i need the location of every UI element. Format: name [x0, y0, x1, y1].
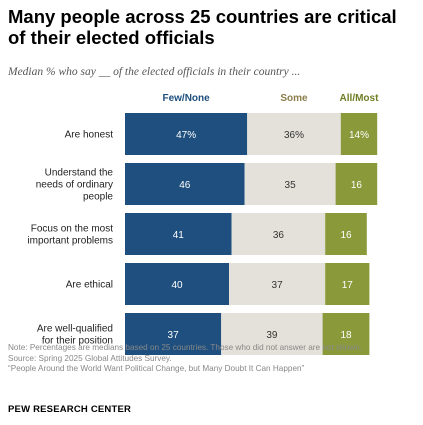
data-label: 41 [173, 230, 185, 241]
category-label: Focus on the most [31, 224, 113, 235]
legend-few-none: Few/None [162, 93, 210, 104]
data-label: 37 [272, 280, 284, 291]
category-label: people [83, 192, 113, 203]
report-title: “People Around the World Want Political … [8, 364, 305, 373]
data-label: 39 [266, 330, 278, 341]
chart-notes: Note: Percentages are medians based on 2… [8, 343, 416, 375]
category-label: for their position [42, 336, 113, 347]
data-label: 36 [273, 230, 285, 241]
data-label: 40 [171, 280, 183, 291]
bar-segment-few-none [125, 213, 232, 255]
note-text: Note: Percentages are medians based on 2… [8, 343, 362, 352]
pew-logo-text: PEW RESEARCH CENTER [8, 404, 132, 415]
data-label: 14% [349, 130, 369, 141]
bar-segment-few-none [125, 263, 229, 305]
data-label: 46 [179, 180, 191, 191]
legend-all-most: All/Most [340, 93, 380, 104]
data-label: 16 [340, 230, 352, 241]
category-label: needs of ordinary [36, 180, 113, 191]
bar-segment-all-most [340, 113, 378, 155]
bar-segment-some [229, 263, 326, 305]
bar-segment-few-none [125, 113, 248, 155]
chart-title: Many people across 25 countries are crit… [8, 6, 397, 48]
bar-segment-all-most [325, 263, 370, 305]
data-label: 37 [168, 330, 180, 341]
source-text: Source: Spring 2025 Global Attitudes Sur… [8, 353, 172, 363]
bar-segment-few-none [125, 163, 245, 205]
bar-segment-all-most [335, 163, 378, 205]
category-label: Are well-qualified [37, 324, 113, 335]
data-label: 18 [340, 330, 352, 341]
category-label: important problems [27, 236, 113, 247]
data-label: 35 [285, 180, 297, 191]
chart-subtitle: Median % who say __ of the elected offic… [8, 66, 301, 78]
bar-segment-all-most [325, 213, 367, 255]
data-label: 17 [342, 280, 354, 291]
category-label: Are honest [65, 130, 114, 141]
data-label: 16 [351, 180, 363, 191]
bar-segment-some [231, 213, 326, 255]
bar-segment-all-most [322, 313, 370, 355]
bar-segment-some [221, 313, 323, 355]
bar-segment-few-none [125, 313, 222, 355]
bar-segment-some [244, 163, 336, 205]
legend-some: Some [280, 93, 308, 104]
category-label: Understand the [45, 168, 114, 179]
data-label: 47% [176, 130, 196, 141]
data-label: 36% [284, 130, 304, 141]
bar-segment-some [247, 113, 341, 155]
category-label: Are ethical [66, 280, 113, 291]
